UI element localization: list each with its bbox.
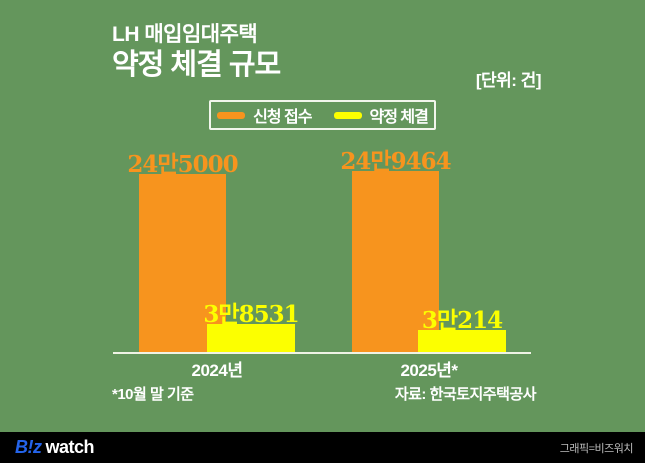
value-label-contracts: 3만214 [421,307,503,334]
legend-box: 신청 접수 약정 체결 [209,100,436,130]
footnote-source: 자료: 한국토지주택공사 [394,386,537,403]
value-label-applications: 24만5000 [127,151,238,178]
logo-biz-text: B!z [15,437,42,457]
chart-title: LH 매입임대주택 약정 체결 규모 [112,22,281,82]
x-axis-line [113,352,531,354]
chart-title-line1: LH 매입임대주택 [112,23,258,46]
bar-applications [139,174,226,352]
bar-applications [352,171,439,352]
bar-contracts [418,330,506,352]
legend-swatch-contracts [333,111,362,119]
category-label: 2024년 [191,361,243,380]
footnote-asterisk: *10월 말 기준 [112,386,194,403]
legend-swatch-applications [217,111,246,119]
legend-label-contracts: 약정 체결 [369,109,429,126]
logo-watch-text: watch [45,437,95,457]
bizwatch-logo: B!z watch [15,437,95,458]
legend-label-applications: 신청 접수 [253,109,312,126]
category-label: 2025년* [400,361,458,380]
footer-bar: B!z watch 그래픽=비즈워치 [0,432,645,463]
bar-contracts [207,324,295,352]
value-label-contracts: 3만8531 [203,301,299,328]
chart-title-line2: 약정 체결 규모 [112,49,281,81]
value-label-applications: 24만9464 [340,148,451,175]
unit-label: [단위: 건] [475,71,542,90]
graphic-credit: 그래픽=비즈워치 [559,442,634,455]
